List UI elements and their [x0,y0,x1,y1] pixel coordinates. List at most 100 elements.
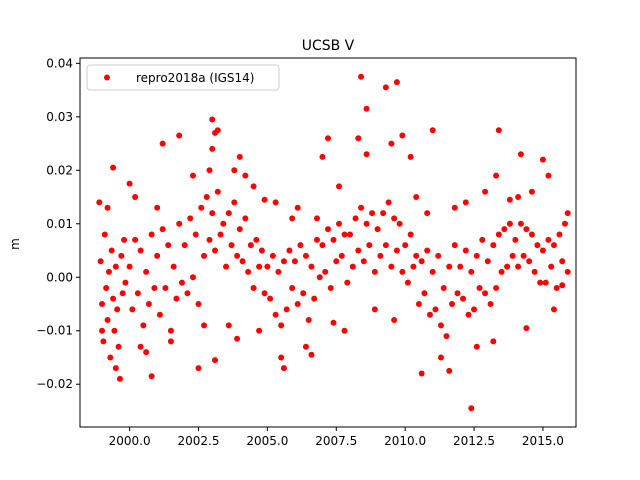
data-point [399,132,406,139]
data-point [556,231,563,238]
data-point [242,172,249,179]
data-point [371,306,378,313]
data-point [217,231,224,238]
data-point [330,236,337,243]
data-point [493,172,500,179]
data-point [501,226,508,233]
data-point [487,301,494,307]
data-point [137,343,144,350]
data-point [100,338,107,345]
data-point [114,306,121,313]
data-points [96,73,571,412]
data-point [473,252,480,259]
data-point [564,268,571,275]
data-point [313,236,320,243]
data-point [103,284,110,291]
data-point [413,252,420,259]
data-point [506,220,513,227]
data-point [261,196,268,203]
data-point [429,127,436,134]
data-point [509,252,516,259]
data-point [119,290,126,297]
data-point [311,295,318,302]
legend-label: repro2018a (IGS14) [136,71,254,85]
data-point [181,242,188,249]
data-point [154,252,161,259]
y-axis-label: m [8,238,22,250]
data-point [476,284,483,291]
data-point [377,252,384,259]
data-point [178,279,185,286]
data-point [413,194,420,201]
data-point [209,116,216,123]
data-point [192,231,199,238]
data-point [250,284,257,291]
data-point [333,258,340,265]
y-tick-label: −0.02 [36,377,73,391]
data-point [435,252,442,259]
data-point [382,242,389,249]
data-point [126,263,133,270]
data-point [426,311,433,318]
data-point [349,263,356,270]
data-point [111,327,118,334]
data-point [561,220,568,227]
data-point [391,215,398,222]
data-point [214,188,221,195]
data-point [341,231,348,238]
data-point [462,199,469,206]
x-tick-label: 2010.0 [384,434,426,448]
y-tick-label: 0.01 [46,217,73,231]
data-point [388,263,395,270]
data-point [110,295,117,302]
data-point [374,226,381,233]
data-point [451,204,458,211]
data-point [104,204,111,211]
data-point [239,258,246,265]
data-point [454,290,461,297]
data-point [407,153,414,160]
data-point [308,351,315,358]
data-point [275,268,282,275]
x-tick-label: 2015.0 [522,434,564,448]
data-point [380,210,387,217]
data-point [212,247,219,254]
data-point [539,156,546,163]
data-point [269,252,276,259]
data-point [385,199,392,206]
data-point [553,284,560,291]
legend: repro2018a (IGS14) [86,64,280,91]
data-point [294,301,301,307]
data-point [278,322,285,329]
data-point [297,242,304,249]
chart-title: UCSB V [302,38,355,54]
data-point [393,79,400,86]
data-point [167,327,174,334]
data-point [358,204,365,211]
data-point [330,319,337,326]
data-point [542,279,549,286]
data-point [280,258,287,265]
data-point [308,263,315,270]
data-point [170,263,177,270]
data-point [493,284,500,291]
data-point [132,236,139,243]
data-point [550,242,557,249]
data-point [421,290,428,297]
y-tick-label: 0.03 [46,110,73,124]
data-point [336,183,343,190]
data-point [300,290,307,297]
data-point [443,333,450,340]
data-point [404,279,411,286]
data-point [258,247,265,254]
data-point [468,268,475,275]
data-point [264,263,271,270]
data-point [289,215,296,222]
data-point [201,322,207,329]
data-point [236,226,243,233]
data-point [101,231,108,238]
x-tick-label: 2005.0 [246,434,288,448]
data-point [512,236,519,243]
data-point [305,317,312,324]
